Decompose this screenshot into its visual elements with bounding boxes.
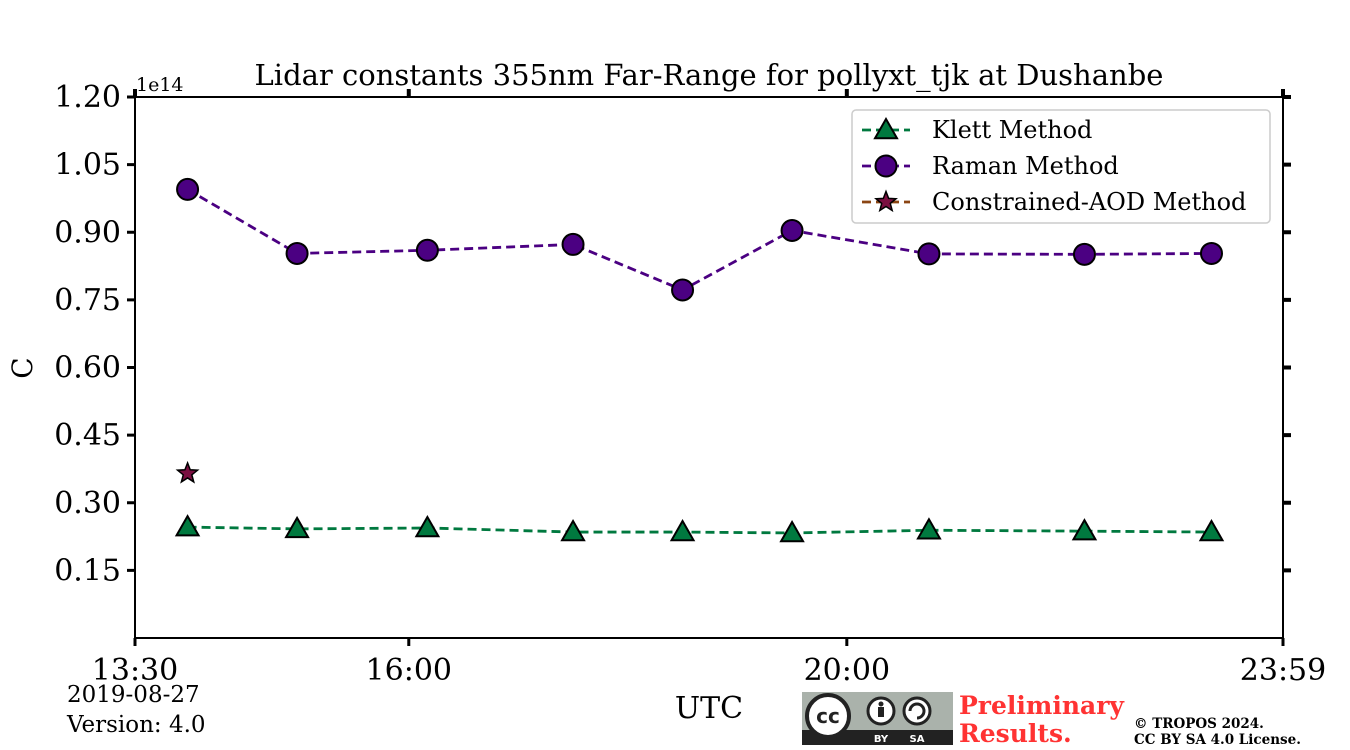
data-point-raman-method — [671, 278, 695, 302]
series-klett-method — [174, 514, 1225, 543]
badge-by-label: BY — [874, 734, 889, 745]
data-point-klett-method — [284, 515, 310, 539]
data-point-klett-method — [669, 519, 696, 542]
badge-sa-label: SA — [910, 734, 925, 745]
y-tick-label: 0.30 — [54, 486, 121, 521]
y-tick-label: 0.90 — [54, 215, 121, 250]
y-tick-label: 1.20 — [54, 80, 121, 115]
y-tick-label: 0.15 — [54, 553, 121, 588]
data-point-raman-method — [561, 232, 585, 256]
y-tick-label: 0.75 — [54, 283, 121, 318]
y-axis-label: C — [6, 357, 39, 378]
series-constrained-aod-method — [175, 460, 200, 484]
data-point-raman-method — [1199, 241, 1223, 265]
data-point-raman-method — [285, 241, 309, 265]
data-point-klett-method — [1071, 518, 1098, 541]
data-point-klett-method — [414, 514, 441, 538]
x-tick-label: 20:00 — [804, 653, 890, 688]
copyright-line-1: © TROPOS 2024. — [1134, 716, 1264, 732]
legend-entry-raman-method: Raman Method — [862, 152, 1119, 180]
x-tick-label: 23:59 — [1240, 653, 1326, 688]
cc-license-badge: cc BY SA — [802, 692, 953, 745]
svg-text:cc: cc — [816, 704, 840, 728]
data-point-constrained-aod-method — [175, 460, 200, 484]
data-point-raman-method — [415, 238, 439, 262]
legend: Klett Method Raman Method Constrained-AOD … — [851, 109, 1271, 224]
data-point-klett-method — [916, 517, 942, 540]
legend-box — [851, 109, 1271, 224]
cc-icon — [805, 693, 851, 739]
data-point-raman-method — [780, 218, 804, 242]
data-point-klett-method — [174, 514, 201, 537]
legend-entry-klett-method: Klett Method — [862, 116, 1092, 144]
legend-label: Raman Method — [932, 152, 1119, 180]
data-point-raman-method — [176, 177, 200, 201]
data-point-raman-method — [917, 242, 941, 266]
legend-label: Constrained-AOD Method — [932, 188, 1246, 216]
data-point-raman-method — [1072, 242, 1096, 266]
preliminary-results-label: Preliminary Results. — [959, 691, 1124, 748]
y-tick-label: 0.60 — [54, 351, 121, 386]
y-multiplier-label: 1e14 — [136, 74, 184, 96]
chart-title: Lidar constants 355nm Far-Range for poll… — [255, 58, 1164, 93]
legend-marker — [874, 189, 898, 213]
x-tick-label: 13:30 — [92, 653, 178, 688]
series-raman-method — [176, 177, 1223, 302]
data-point-klett-method — [779, 519, 805, 543]
plot-frame — [134, 96, 1284, 639]
measurement-date: 2019-08-27 — [67, 682, 200, 708]
series-line-klett-method — [187, 525, 1212, 535]
y-tick-label: 0.45 — [54, 418, 121, 453]
share-alike-icon — [902, 696, 932, 726]
x-axis-label: UTC — [675, 691, 743, 726]
data-point-klett-method — [560, 519, 586, 542]
version-label: Version: 4.0 — [67, 712, 206, 738]
legend-marker — [873, 116, 899, 140]
legend-label: Klett Method — [932, 116, 1092, 144]
y-tick-label: 1.05 — [54, 148, 121, 183]
copyright-notice: © TROPOS 2024. CC BY SA 4.0 License. — [1134, 716, 1301, 748]
data-point-klett-method — [1198, 519, 1225, 542]
legend-marker — [874, 154, 898, 178]
copyright-line-2: CC BY SA 4.0 License. — [1134, 732, 1301, 748]
legend-entry-constrained-aod-method: Constrained-AOD Method — [862, 188, 1246, 216]
x-tick-label: 16:00 — [366, 653, 452, 688]
